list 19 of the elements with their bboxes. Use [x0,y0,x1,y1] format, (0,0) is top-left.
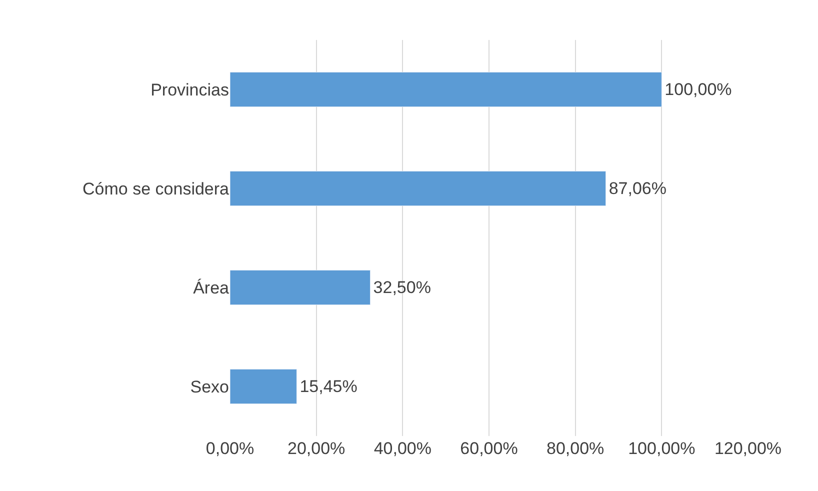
x-tick-label: 120,00% [714,439,782,458]
y-tick-label: Provincias [150,80,229,100]
x-tick-label: 80,00% [546,439,604,458]
x-tick-label: 60,00% [460,439,518,458]
x-tick-label: 0,00% [206,439,254,458]
bar [230,368,297,404]
bar [230,170,606,206]
x-tick-label: 20,00% [287,439,346,458]
data-label: 32,50% [373,278,431,298]
data-label: 100,00% [664,80,732,99]
x-tick-label: 100,00% [628,439,696,458]
data-label: 87,06% [608,179,666,198]
y-tick-label: Área [193,278,230,298]
data-label: 15,45% [300,377,358,396]
y-tick-label: Sexo [190,377,229,396]
bar [230,270,371,306]
bar [230,72,662,108]
x-tick-label: 40,00% [374,439,432,458]
y-tick-label: Cómo se considera [82,179,230,198]
